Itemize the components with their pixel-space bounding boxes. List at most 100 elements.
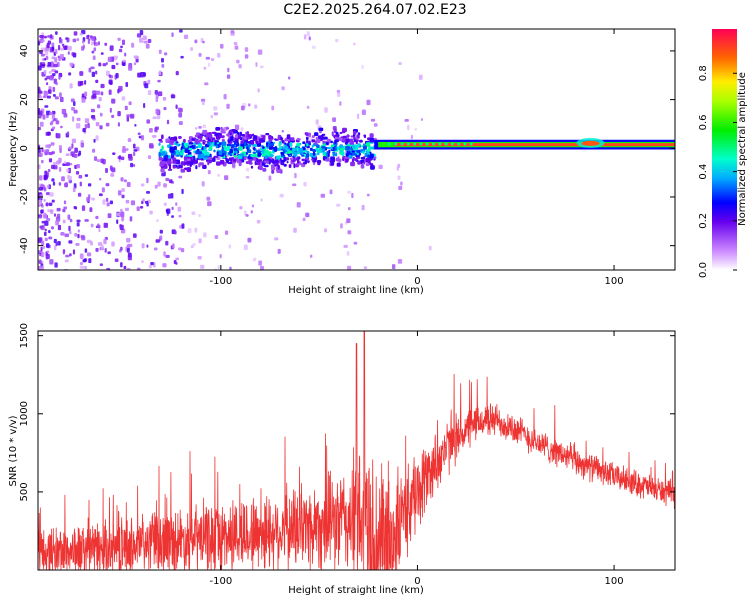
spectrogram-y-label: Frequency (Hz)	[8, 111, 19, 187]
spectrogram-cell	[250, 154, 256, 158]
spectrogram-cell	[232, 158, 237, 162]
spectrogram-cell	[305, 140, 309, 143]
spectrogram-cell	[356, 152, 360, 156]
spectrogram-cell	[86, 35, 90, 40]
spectrogram-cell	[149, 144, 154, 149]
spectrogram-cell	[195, 132, 201, 135]
spectrogram-cell	[171, 32, 174, 37]
spectrogram-cell	[213, 149, 216, 153]
spectrogram-cell	[121, 194, 125, 199]
colorbar-tick-label: 0.4	[698, 164, 709, 180]
spectrogram-cell	[84, 123, 88, 129]
spectrogram-cell	[262, 167, 267, 172]
spectrogram-cell	[75, 123, 81, 129]
spectrogram-cell	[360, 164, 365, 169]
spectrogram-band-core	[393, 143, 675, 147]
spectrogram-cell	[258, 165, 263, 170]
spectrogram-cell	[92, 90, 97, 95]
spectrogram-cell	[143, 103, 146, 109]
spectrogram-cell	[107, 213, 112, 219]
spectrogram-cell	[116, 219, 119, 224]
spectrogram-cell	[128, 66, 133, 71]
spectrogram-cell	[48, 236, 53, 240]
spectrogram-cell	[353, 139, 357, 143]
spectrogram-cell	[183, 138, 186, 143]
spectrogram-cell	[105, 197, 109, 202]
spectrogram-cell	[45, 149, 50, 155]
spectrogram-cell	[366, 99, 371, 106]
spectrogram-cell	[420, 118, 423, 122]
spectrogram-cell	[349, 140, 355, 145]
spectrogram-cell	[234, 45, 239, 50]
spectrogram-cell	[179, 152, 184, 156]
spectrogram-cell	[44, 220, 49, 226]
spectrogram-cell	[363, 145, 367, 150]
spectrogram-cell	[162, 263, 167, 268]
spectrogram-cell	[38, 65, 42, 71]
spectrogram-cell	[306, 150, 310, 154]
spectrogram-cell	[444, 142, 448, 146]
spectrogram-cell	[373, 123, 378, 127]
spectrogram-cell	[253, 156, 257, 161]
spectrogram-cell	[201, 150, 206, 154]
colorbar-label: Normalized spectral amplitude	[737, 72, 748, 226]
spectrogram-cell	[152, 135, 157, 138]
spectrogram-cell	[194, 227, 198, 233]
spectrogram-cell	[97, 104, 101, 109]
spectrogram-cell	[310, 254, 313, 258]
spectrogram-cell	[146, 177, 149, 184]
spectrogram-cell	[252, 144, 258, 148]
spectrogram-cell	[103, 222, 108, 228]
spectrogram-cell	[72, 116, 75, 122]
spectrogram-cell	[221, 141, 226, 145]
spectrogram-cell	[281, 86, 285, 91]
y-tick-label: 500	[19, 482, 30, 501]
spectrogram-cell	[224, 175, 229, 180]
spectrogram-cell	[51, 46, 55, 51]
spectrogram-cell	[244, 47, 249, 52]
spectrogram-cell	[46, 114, 49, 119]
spectrogram-cell	[334, 139, 339, 142]
spectrogram-cell	[150, 261, 154, 266]
spectrogram-cell	[64, 233, 70, 238]
spectrogram-cell	[54, 57, 58, 63]
spectrogram-cell	[187, 228, 192, 234]
spectrogram-cell	[258, 260, 262, 266]
spectrogram-cell	[86, 239, 92, 244]
spectrogram-cell	[115, 62, 119, 66]
spectrogram-cell	[255, 140, 259, 145]
spectrogram-cell	[361, 109, 366, 116]
spectrogram-cell	[88, 67, 92, 73]
spectrogram-cell	[318, 127, 324, 132]
spectrogram-cell	[42, 149, 45, 153]
spectrogram-cell	[38, 214, 42, 219]
spectrogram-cell	[292, 147, 296, 152]
spectrogram-cell	[79, 80, 84, 86]
spectrogram-cell	[111, 98, 116, 104]
spectrogram-cell	[73, 153, 76, 158]
spectrogram-cell	[170, 139, 175, 143]
spectrogram-cell	[203, 155, 209, 158]
spectrogram-cell	[186, 167, 192, 172]
spectrogram-cell	[49, 259, 54, 265]
spectrogram-cell	[185, 154, 188, 158]
spectrogram-cell	[329, 189, 333, 195]
spectrogram-cell	[67, 51, 70, 55]
spectrogram-cell	[283, 163, 287, 167]
spectrogram-cell	[158, 70, 162, 76]
snr-x-axis: -100 0 100	[209, 331, 624, 587]
spectrogram-cell	[314, 132, 319, 137]
spectrogram-cell	[346, 134, 350, 138]
spectrogram-x-label: Height of straight line (km)	[288, 285, 424, 296]
spectrogram-cell	[332, 117, 336, 122]
spectrogram-cell	[48, 158, 53, 163]
spectrogram-cell	[120, 212, 125, 218]
spectrogram-cell	[164, 154, 169, 158]
spectrogram-cell	[167, 140, 171, 143]
spectrogram-cell	[65, 153, 70, 157]
spectrogram-cell	[202, 164, 207, 169]
spectrogram-cell	[93, 138, 96, 143]
spectrogram-cell	[266, 142, 269, 145]
spectrogram-cell	[256, 219, 261, 224]
spectrogram-cell	[303, 34, 307, 40]
